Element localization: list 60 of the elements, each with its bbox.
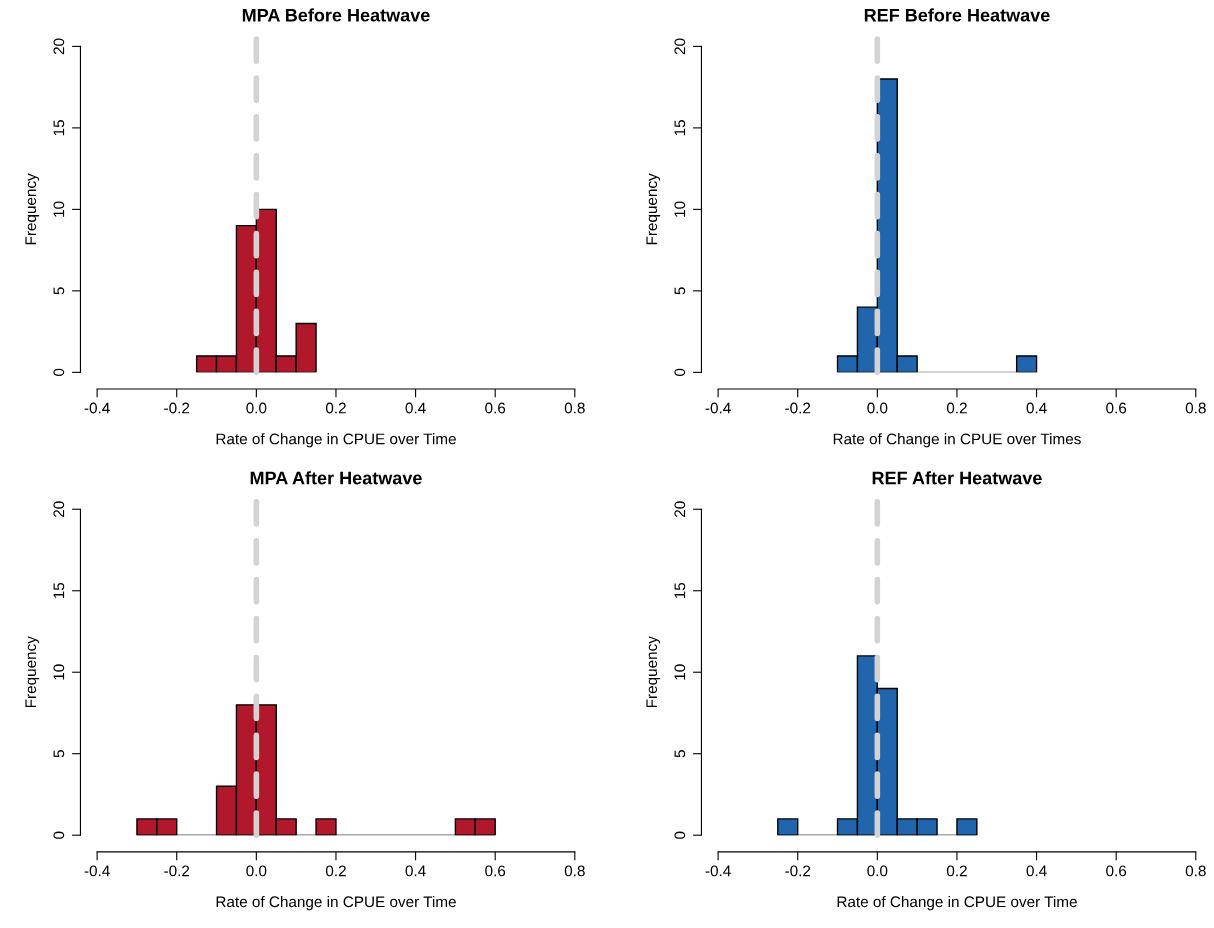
y-tick-label: 10 bbox=[674, 664, 686, 680]
y-tick-label: 10 bbox=[53, 201, 65, 217]
y-tick-label: 0 bbox=[53, 831, 65, 839]
x-tick-label: 0.4 bbox=[405, 865, 426, 877]
y-tick-label: 10 bbox=[674, 201, 686, 217]
x-tick-label: 0.6 bbox=[1106, 865, 1127, 877]
y-tick-label: 5 bbox=[674, 287, 686, 295]
x-tick-label: 0.8 bbox=[1185, 402, 1206, 414]
x-tick-label: 0.4 bbox=[1026, 865, 1047, 877]
x-tick-label: -0.4 bbox=[84, 865, 110, 877]
x-tick-label: 0.4 bbox=[1026, 402, 1047, 414]
x-tick-label: -0.2 bbox=[785, 865, 811, 877]
x-tick-label: 0.6 bbox=[485, 865, 506, 877]
chart-title: REF After Heatwave bbox=[872, 471, 1042, 485]
x-tick-label: 0.2 bbox=[325, 402, 346, 414]
x-tick-label: 0.2 bbox=[946, 402, 967, 414]
x-axis-title: Rate of Change in CPUE over Time bbox=[216, 433, 456, 448]
x-axis-title: Rate of Change in CPUE over Time bbox=[216, 895, 456, 911]
x-tick-label: -0.4 bbox=[84, 402, 110, 414]
y-axis-title: Frequency bbox=[25, 636, 40, 708]
x-tick-label: 0.8 bbox=[1185, 865, 1206, 877]
chart-title: MPA Before Heatwave bbox=[242, 8, 430, 22]
y-tick-label: 20 bbox=[53, 501, 65, 517]
y-tick-label: 5 bbox=[53, 750, 65, 758]
y-tick-label: 15 bbox=[53, 120, 65, 136]
x-tick-label: 0.0 bbox=[867, 865, 888, 877]
x-tick-label: 0.8 bbox=[564, 865, 585, 877]
x-tick-label: -0.2 bbox=[164, 865, 190, 877]
y-tick-label: 15 bbox=[674, 120, 686, 136]
y-axis-title: Frequency bbox=[25, 173, 40, 245]
y-tick-label: 0 bbox=[674, 831, 686, 839]
x-tick-label: -0.2 bbox=[785, 402, 811, 414]
x-tick-label: 0.0 bbox=[246, 865, 267, 877]
x-tick-label: 0.6 bbox=[1106, 402, 1127, 414]
y-tick-label: 0 bbox=[674, 368, 686, 376]
y-tick-label: 15 bbox=[53, 582, 65, 599]
x-tick-label: -0.4 bbox=[705, 865, 731, 877]
x-tick-label: 0.4 bbox=[405, 402, 426, 414]
y-tick-label: 15 bbox=[674, 582, 686, 599]
chart-title: REF Before Heatwave bbox=[864, 8, 1050, 22]
x-tick-label: 0.8 bbox=[564, 402, 585, 414]
x-tick-label: 0.0 bbox=[246, 402, 267, 414]
x-axis-title: Rate of Change in CPUE over Times bbox=[833, 433, 1081, 448]
y-tick-label: 5 bbox=[53, 287, 65, 295]
x-axis-title: Rate of Change in CPUE over Time bbox=[837, 895, 1077, 911]
x-tick-label: -0.2 bbox=[164, 402, 190, 414]
y-axis-title: Frequency bbox=[646, 636, 661, 708]
y-tick-label: 0 bbox=[53, 368, 65, 376]
y-tick-label: 20 bbox=[674, 38, 686, 55]
y-tick-label: 10 bbox=[53, 664, 65, 680]
x-tick-label: 0.2 bbox=[325, 865, 346, 877]
y-tick-label: 20 bbox=[53, 38, 65, 55]
y-axis-title: Frequency bbox=[646, 173, 661, 245]
x-tick-label: 0.6 bbox=[485, 402, 506, 414]
x-tick-label: 0.2 bbox=[946, 865, 967, 877]
y-tick-label: 20 bbox=[674, 501, 686, 517]
chart-title: MPA After Heatwave bbox=[250, 471, 422, 485]
x-tick-label: -0.4 bbox=[705, 402, 731, 414]
y-tick-label: 5 bbox=[674, 750, 686, 758]
x-tick-label: 0.0 bbox=[867, 402, 888, 414]
